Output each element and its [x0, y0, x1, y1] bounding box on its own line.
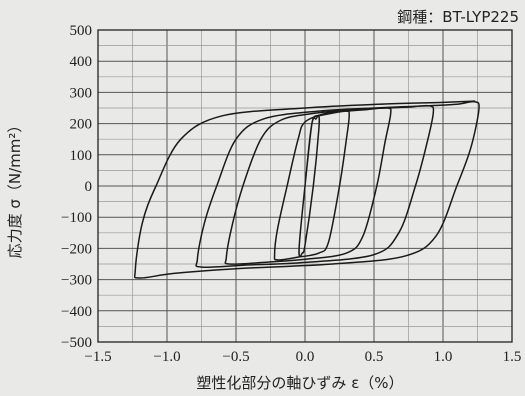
hysteresis-loop-3	[224, 107, 392, 265]
x-tick-label: −0.5	[222, 349, 249, 365]
x-tick-label: −1.0	[153, 349, 180, 365]
steel-grade-annotation: 鋼種：BT-LYP225	[397, 8, 519, 26]
hysteresis-loop-2	[273, 110, 350, 261]
y-tick-labels: 500 400 300 200 100 0 −100 −200 −300 −400 −500	[61, 23, 92, 351]
x-axis-title: 塑性化部分の軸ひずみ ε（%）	[196, 374, 403, 392]
y-tick-label: 200	[70, 117, 93, 133]
y-tick-label: 0	[85, 179, 93, 195]
hysteresis-loop-5	[133, 100, 480, 279]
y-tick-label: −300	[61, 273, 92, 289]
hysteresis-loop-4	[195, 104, 435, 269]
y-tick-label: 300	[70, 85, 93, 101]
y-tick-label: 500	[70, 23, 93, 39]
series-group	[133, 100, 480, 279]
x-tick-label: 1.0	[434, 349, 453, 365]
y-tick-label: −400	[61, 304, 92, 320]
x-tick-label: −1.5	[84, 349, 111, 365]
y-tick-label: 400	[70, 54, 93, 70]
x-tick-label: 0.0	[296, 349, 315, 365]
y-tick-label: 100	[70, 148, 93, 164]
x-tick-label: 0.5	[365, 349, 384, 365]
y-axis-title: 応力度 σ（N/mm²）	[6, 118, 24, 259]
grid	[98, 30, 512, 342]
x-tick-labels: −1.5 −1.0 −0.5 0.0 0.5 1.0 1.5	[84, 349, 521, 365]
y-tick-label: −500	[61, 335, 92, 351]
y-tick-label: −200	[61, 241, 92, 257]
plot-frame	[97, 29, 513, 343]
hysteresis-loop-1	[298, 114, 321, 258]
y-tick-label: −100	[61, 210, 92, 226]
x-tick-label: 1.5	[503, 349, 522, 365]
